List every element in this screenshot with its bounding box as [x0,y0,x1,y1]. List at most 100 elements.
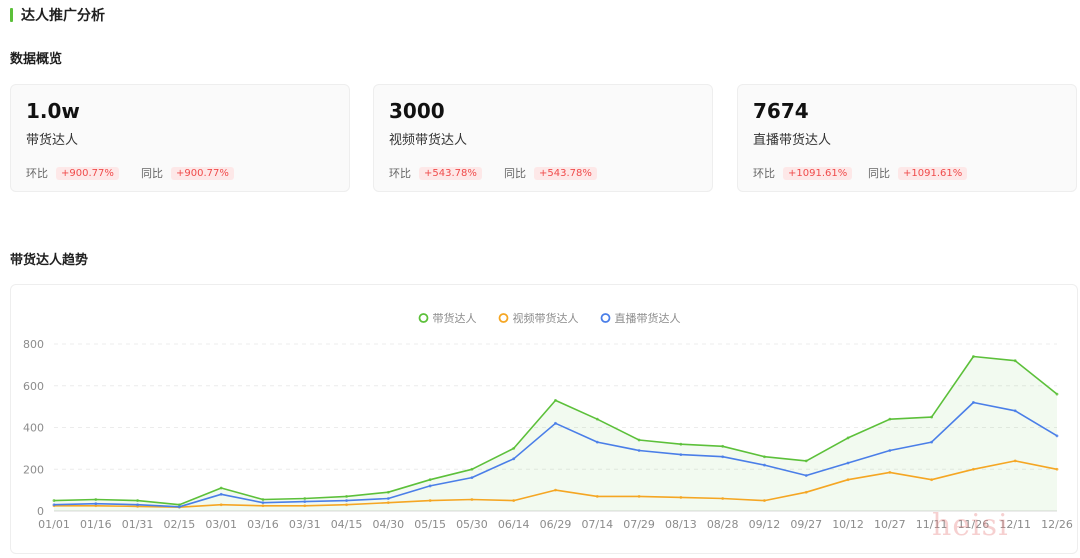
data-point [804,490,808,494]
data-point [94,498,98,501]
data-point [303,504,307,508]
data-point [930,415,934,419]
data-point [721,444,725,448]
x-tick-label: 08/28 [707,518,739,531]
data-point [972,401,975,404]
data-point [679,442,683,446]
data-point [1055,467,1059,471]
data-point [512,446,516,450]
data-point [972,355,975,358]
data-point [846,478,850,482]
x-tick-label: 02/15 [164,518,196,531]
data-point [177,505,181,509]
data-point [637,494,641,498]
stat-card-video: 3000 视频带货达人 环比 +543.78% 同比 +543.78% [373,84,713,192]
data-point [1013,459,1017,463]
data-point [470,498,474,501]
x-tick-label: 08/13 [665,518,697,531]
overview-section-title: 数据概览 [10,52,63,67]
series-area-0 [54,356,1057,511]
data-point [303,497,307,500]
data-point [428,484,432,488]
y-tick-label: 600 [23,380,44,393]
data-point [136,503,139,507]
stat-value: 3000 [389,99,445,123]
data-point [930,478,934,482]
yoy-compare: 同比 +900.77% [141,165,234,181]
data-point [470,467,474,471]
mom-badge: +1091.61% [783,166,853,180]
data-point [386,490,390,494]
yoy-label: 同比 [504,167,526,180]
data-point [1055,434,1059,438]
data-point [554,421,557,425]
x-tick-label: 12/11 [999,518,1031,531]
data-point [804,474,808,477]
legend-marker [600,313,611,323]
stat-value: 1.0w [26,99,80,123]
x-tick-label: 10/27 [874,518,906,531]
yoy-badge: +1091.61% [898,166,968,180]
x-tick-label: 07/29 [623,518,655,531]
mom-badge: +543.78% [419,166,482,180]
page-title-text: 达人推广分析 [21,8,105,24]
stat-card-live: 7674 直播带货达人 环比 +1091.61% 同比 +1091.61% [737,84,1077,192]
watermark: heisi [932,508,1009,543]
data-point [595,440,599,444]
x-tick-label: 11/11 [916,518,948,531]
data-point [972,467,975,471]
x-tick-label: 01/01 [38,518,70,531]
yoy-compare: 同比 +1091.61% [868,165,968,181]
mom-compare: 环比 +900.77% [26,165,119,181]
legend-label: 带货达人 [433,311,477,325]
data-point [428,478,432,482]
trend-chart: 0 200 400 600 800 01/01 01/16 01/31 02/15 03/01 03… [23,311,1073,531]
data-point [763,499,766,502]
data-point [679,496,683,499]
data-point [177,503,181,507]
legend-marker [498,313,509,323]
data-point [345,503,348,507]
data-point [888,470,892,474]
data-point [261,501,265,505]
x-tick-label: 01/31 [122,518,154,531]
data-point [94,502,98,506]
mom-label: 环比 [753,167,775,180]
data-point [721,455,725,459]
data-point [595,417,599,421]
data-point [763,463,766,467]
data-point [94,504,98,508]
stat-label: 直播带货达人 [753,133,832,148]
data-point [136,499,139,502]
data-point [637,438,641,442]
yoy-label: 同比 [868,167,890,180]
data-point [345,499,348,502]
data-point [303,500,307,504]
y-tick-label: 0 [37,505,44,518]
data-point [219,486,223,490]
x-tick-label: 05/15 [414,518,446,531]
yoy-label: 同比 [141,167,163,180]
yoy-compare: 同比 +543.78% [504,165,597,181]
data-point [595,494,599,498]
data-point [554,488,557,492]
title-accent-bar [10,8,13,22]
y-tick-label: 200 [23,463,44,476]
data-point [52,499,56,502]
data-point [804,459,808,463]
legend-label: 视频带货达人 [513,311,579,325]
data-point [219,492,223,496]
data-point [428,499,432,502]
stat-value: 7674 [753,99,809,123]
mom-label: 环比 [26,167,48,180]
data-point [554,398,557,402]
x-tick-label: 09/12 [749,518,781,531]
data-point [763,455,766,459]
stat-card-total: 1.0w 带货达人 环比 +900.77% 同比 +900.77% [10,84,350,192]
page-title: 达人推广分析 [10,6,105,24]
legend-label: 直播带货达人 [615,311,681,325]
x-tick-label: 03/01 [205,518,237,531]
mom-compare: 环比 +543.78% [389,165,482,181]
x-tick-label: 09/27 [790,518,822,531]
mom-badge: +900.77% [56,166,119,180]
